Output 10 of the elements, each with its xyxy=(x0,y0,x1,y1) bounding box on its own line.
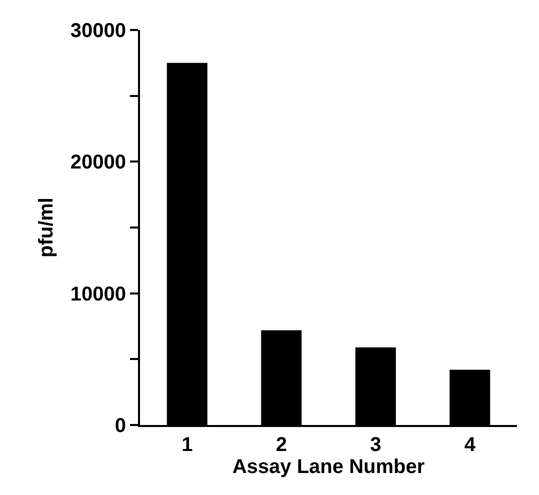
x-tick-label: 4 xyxy=(464,434,476,456)
x-tick-label: 3 xyxy=(370,434,382,456)
y-axis-title: pfu/ml xyxy=(35,198,58,258)
x-tick-label: 2 xyxy=(276,434,287,456)
y-tick-label: 0 xyxy=(114,415,126,437)
y-tick-label: 30000 xyxy=(70,20,126,42)
y-tick-label: 20000 xyxy=(70,152,126,174)
x-tick-label: 1 xyxy=(182,434,193,456)
x-axis-title: Assay Lane Number xyxy=(232,456,425,478)
y-tick-label: 10000 xyxy=(70,283,126,306)
